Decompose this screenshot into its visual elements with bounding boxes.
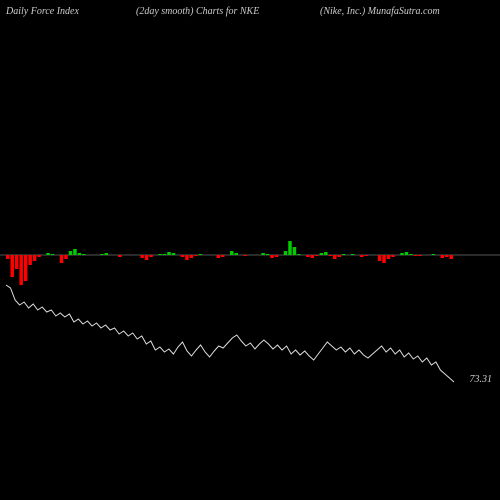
force-bar bbox=[445, 255, 448, 257]
force-bar bbox=[145, 255, 148, 260]
force-bar bbox=[391, 255, 394, 257]
force-bar bbox=[199, 254, 202, 255]
force-bar bbox=[64, 255, 67, 259]
force-bar bbox=[167, 252, 170, 255]
force-bar bbox=[105, 253, 108, 255]
force-bar bbox=[172, 253, 175, 255]
force-bar bbox=[284, 251, 287, 255]
force-bar bbox=[333, 255, 336, 259]
force-bar bbox=[181, 255, 184, 257]
force-bar bbox=[320, 253, 323, 255]
force-bar bbox=[37, 255, 40, 257]
force-bar bbox=[78, 253, 81, 255]
force-bar bbox=[163, 254, 166, 255]
force-bar bbox=[10, 255, 13, 277]
force-bar bbox=[324, 252, 327, 255]
force-bar bbox=[378, 255, 381, 261]
chart-svg bbox=[0, 0, 500, 500]
force-bar bbox=[441, 255, 444, 258]
force-bar bbox=[24, 255, 27, 281]
force-bar bbox=[149, 255, 152, 257]
force-bar bbox=[293, 247, 296, 255]
force-bar bbox=[221, 255, 224, 257]
force-bar bbox=[342, 254, 345, 255]
force-bar bbox=[140, 255, 143, 258]
chart-container: Daily Force Index (2day smooth) Charts f… bbox=[0, 0, 500, 500]
force-bar bbox=[306, 255, 309, 257]
force-bar bbox=[100, 254, 103, 255]
force-bar bbox=[418, 255, 421, 256]
title-mid: (2day smooth) Charts for NKE bbox=[136, 6, 259, 17]
force-bar bbox=[46, 253, 49, 255]
force-bar bbox=[450, 255, 453, 259]
force-bar bbox=[275, 255, 278, 257]
force-bar bbox=[28, 255, 31, 265]
force-bar bbox=[185, 255, 188, 260]
force-bar bbox=[382, 255, 385, 263]
force-bar bbox=[338, 255, 341, 257]
force-bar bbox=[158, 254, 161, 255]
chart-header: Daily Force Index (2day smooth) Charts f… bbox=[0, 6, 500, 22]
force-bar bbox=[51, 254, 54, 255]
force-bar bbox=[6, 255, 9, 259]
force-bar bbox=[409, 254, 412, 255]
force-bar bbox=[230, 251, 233, 255]
force-bar bbox=[243, 255, 246, 256]
force-bar bbox=[69, 251, 72, 255]
price-last-label: 73.31 bbox=[470, 374, 493, 385]
force-bar bbox=[234, 253, 237, 255]
force-bar bbox=[288, 241, 291, 255]
force-bar bbox=[414, 255, 417, 256]
force-bar bbox=[364, 255, 367, 256]
force-bar bbox=[60, 255, 63, 263]
force-bar bbox=[405, 252, 408, 255]
force-bar bbox=[266, 254, 269, 255]
force-bar bbox=[15, 255, 18, 269]
force-bar bbox=[33, 255, 36, 261]
force-bar bbox=[351, 254, 354, 255]
force-bar bbox=[19, 255, 22, 285]
force-bar bbox=[315, 255, 318, 256]
force-bar bbox=[82, 254, 85, 255]
force-bar bbox=[400, 253, 403, 255]
force-bar bbox=[432, 254, 435, 255]
title-right: (Nike, Inc.) MunafaSutra.com bbox=[320, 6, 440, 17]
force-bar bbox=[217, 255, 220, 258]
force-bar bbox=[387, 255, 390, 259]
title-left: Daily Force Index bbox=[6, 6, 79, 17]
force-bar bbox=[261, 253, 264, 255]
force-bar bbox=[194, 255, 197, 256]
force-bar bbox=[190, 255, 193, 258]
force-bar bbox=[360, 255, 363, 257]
force-bar bbox=[73, 249, 76, 255]
force-bar bbox=[329, 255, 332, 256]
force-bar bbox=[297, 254, 300, 255]
force-bar bbox=[270, 255, 273, 258]
force-bar bbox=[311, 255, 314, 258]
force-bar bbox=[118, 255, 121, 257]
